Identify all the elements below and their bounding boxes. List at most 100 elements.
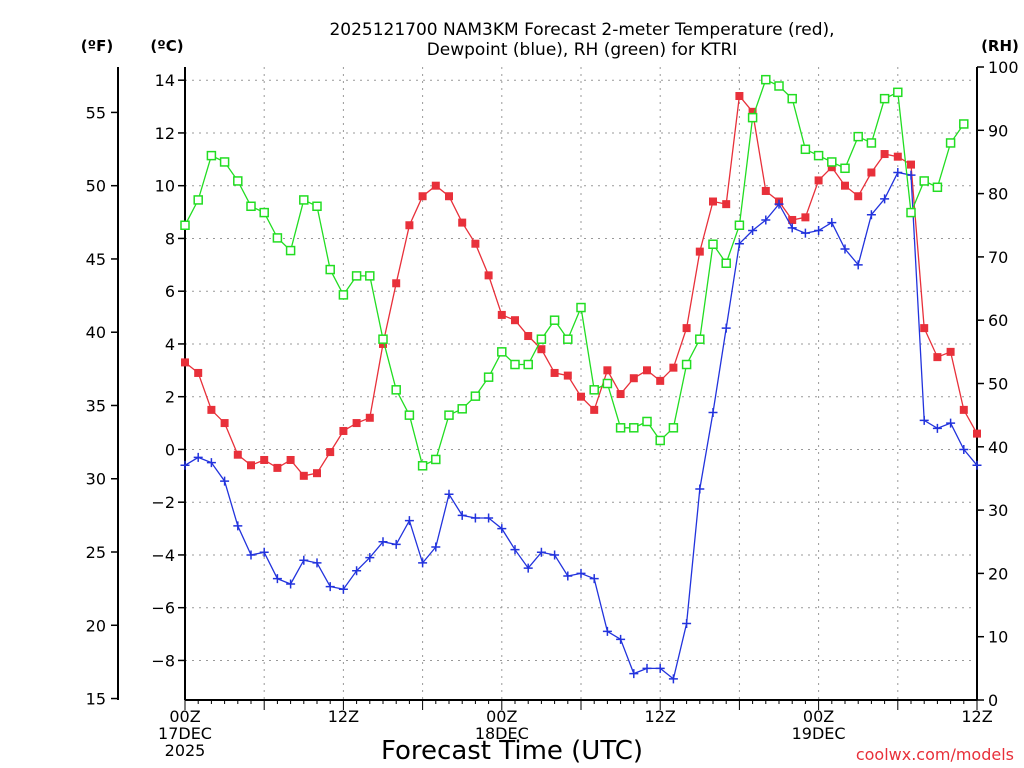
temperature-point (273, 463, 282, 472)
dewpoint-point (761, 215, 771, 225)
dewpoint-point (893, 168, 903, 177)
rh-point (919, 176, 929, 186)
data-series (180, 74, 982, 684)
rh-point (642, 416, 652, 427)
dewpoint-point (246, 550, 256, 560)
rh-point (879, 93, 890, 104)
dewpoint-point (391, 539, 401, 549)
temperature-point (365, 413, 374, 422)
temperature-point (695, 247, 704, 256)
temperature-point (511, 316, 519, 325)
rh-point (549, 315, 560, 325)
temperature-point (643, 366, 651, 375)
dewpoint-point (695, 484, 705, 494)
temperature-point (326, 448, 335, 457)
dewpoint-point (721, 323, 731, 333)
rh-point (378, 334, 388, 344)
dewpoint-point (774, 199, 784, 209)
temperature-point (445, 192, 453, 201)
fahrenheit-axis-unit: (ºF) (81, 37, 113, 55)
temperature-point (827, 163, 836, 172)
axes: −8 −6 −4 −2 0 2 4 6 8 10 12 14 15 20 25 30 35 40 45 50 55 0 10… (86, 58, 1019, 710)
dewpoint-point (431, 542, 441, 552)
temperature-point (973, 429, 981, 438)
celsius-tick-label: −8 (151, 651, 175, 670)
dewpoint-point (972, 460, 982, 470)
temperature-point (458, 218, 467, 227)
temperature-point (801, 213, 810, 222)
dewpoint-point (180, 460, 190, 470)
fahrenheit-tick-label: 20 (86, 616, 106, 635)
celsius-tick-label: 6 (165, 282, 175, 301)
rh-point (800, 144, 811, 155)
temperature-point (603, 366, 612, 375)
dewpoint-point (484, 513, 494, 523)
rh-point (813, 150, 824, 161)
rh-point (272, 233, 283, 243)
dewpoint-point (286, 579, 296, 589)
dewpoint-point (682, 619, 692, 629)
dewpoint-point (946, 418, 956, 428)
rh-point (959, 119, 969, 129)
temperature-point (735, 92, 744, 101)
rh-tick-label: 50 (988, 375, 1008, 394)
temperature-point (933, 353, 942, 362)
rh-point (404, 410, 415, 420)
dewpoint-point (365, 553, 375, 563)
rh-point (695, 334, 705, 344)
time-tick-label: 00Z (169, 707, 200, 726)
dewpoint-point (272, 574, 282, 584)
fahrenheit-tick-label: 45 (86, 250, 106, 269)
rh-tick-label: 70 (988, 248, 1008, 267)
dewpoint-point (629, 669, 639, 679)
dewpoint-point (589, 574, 599, 584)
rh-point (444, 410, 454, 420)
dewpoint-point (550, 550, 560, 560)
rh-point (681, 359, 692, 370)
temperature-point (946, 347, 955, 356)
temperature-point (722, 200, 731, 209)
dewpoint-point (959, 444, 969, 454)
dewpoint-point (352, 566, 362, 576)
rh-point (351, 271, 362, 281)
celsius-tick-label: 14 (155, 71, 175, 90)
dewpoint-point (378, 537, 388, 547)
celsius-tick-label: 4 (165, 335, 175, 354)
temperature-point (537, 345, 546, 354)
chart-title-line-2: Dewpoint (blue), RH (green) for KTRI (427, 40, 738, 60)
dewpoint-point (932, 423, 942, 433)
rh-tick-label: 10 (988, 628, 1008, 647)
rh-point (431, 454, 441, 465)
rh-point (206, 150, 217, 161)
x-axis-label: Forecast Time (UTC) (381, 736, 643, 766)
dewpoint-point (338, 584, 348, 594)
temperature-point (524, 332, 533, 341)
temperature-point (959, 405, 968, 414)
temperature-point (880, 150, 889, 159)
dewpoint-point (748, 226, 758, 236)
temperature-point (590, 405, 599, 414)
rh-point (523, 359, 533, 370)
rh-point (840, 163, 850, 174)
temperature-point (247, 461, 255, 470)
rh-axis-unit: (RH) (981, 37, 1019, 55)
temperature-point (788, 215, 797, 224)
rh-point (536, 334, 547, 344)
rh-point (563, 334, 573, 344)
temperature-point (405, 221, 414, 230)
rh-point (668, 423, 679, 433)
source-credit: coolwx.com/models (856, 745, 1014, 764)
dewpoint-point (536, 547, 546, 557)
dewpoint-point (734, 239, 744, 249)
rh-point (893, 87, 903, 98)
fahrenheit-tick-label: 40 (86, 323, 106, 342)
dewpoint-point (602, 626, 612, 636)
dewpoint-point (299, 555, 309, 565)
rh-point (457, 404, 467, 414)
temperature-point (313, 469, 321, 478)
rh-point (259, 207, 269, 218)
dewpoint-point (497, 524, 507, 534)
dewpoint-point (220, 476, 230, 486)
dewpoint-point (259, 547, 269, 557)
